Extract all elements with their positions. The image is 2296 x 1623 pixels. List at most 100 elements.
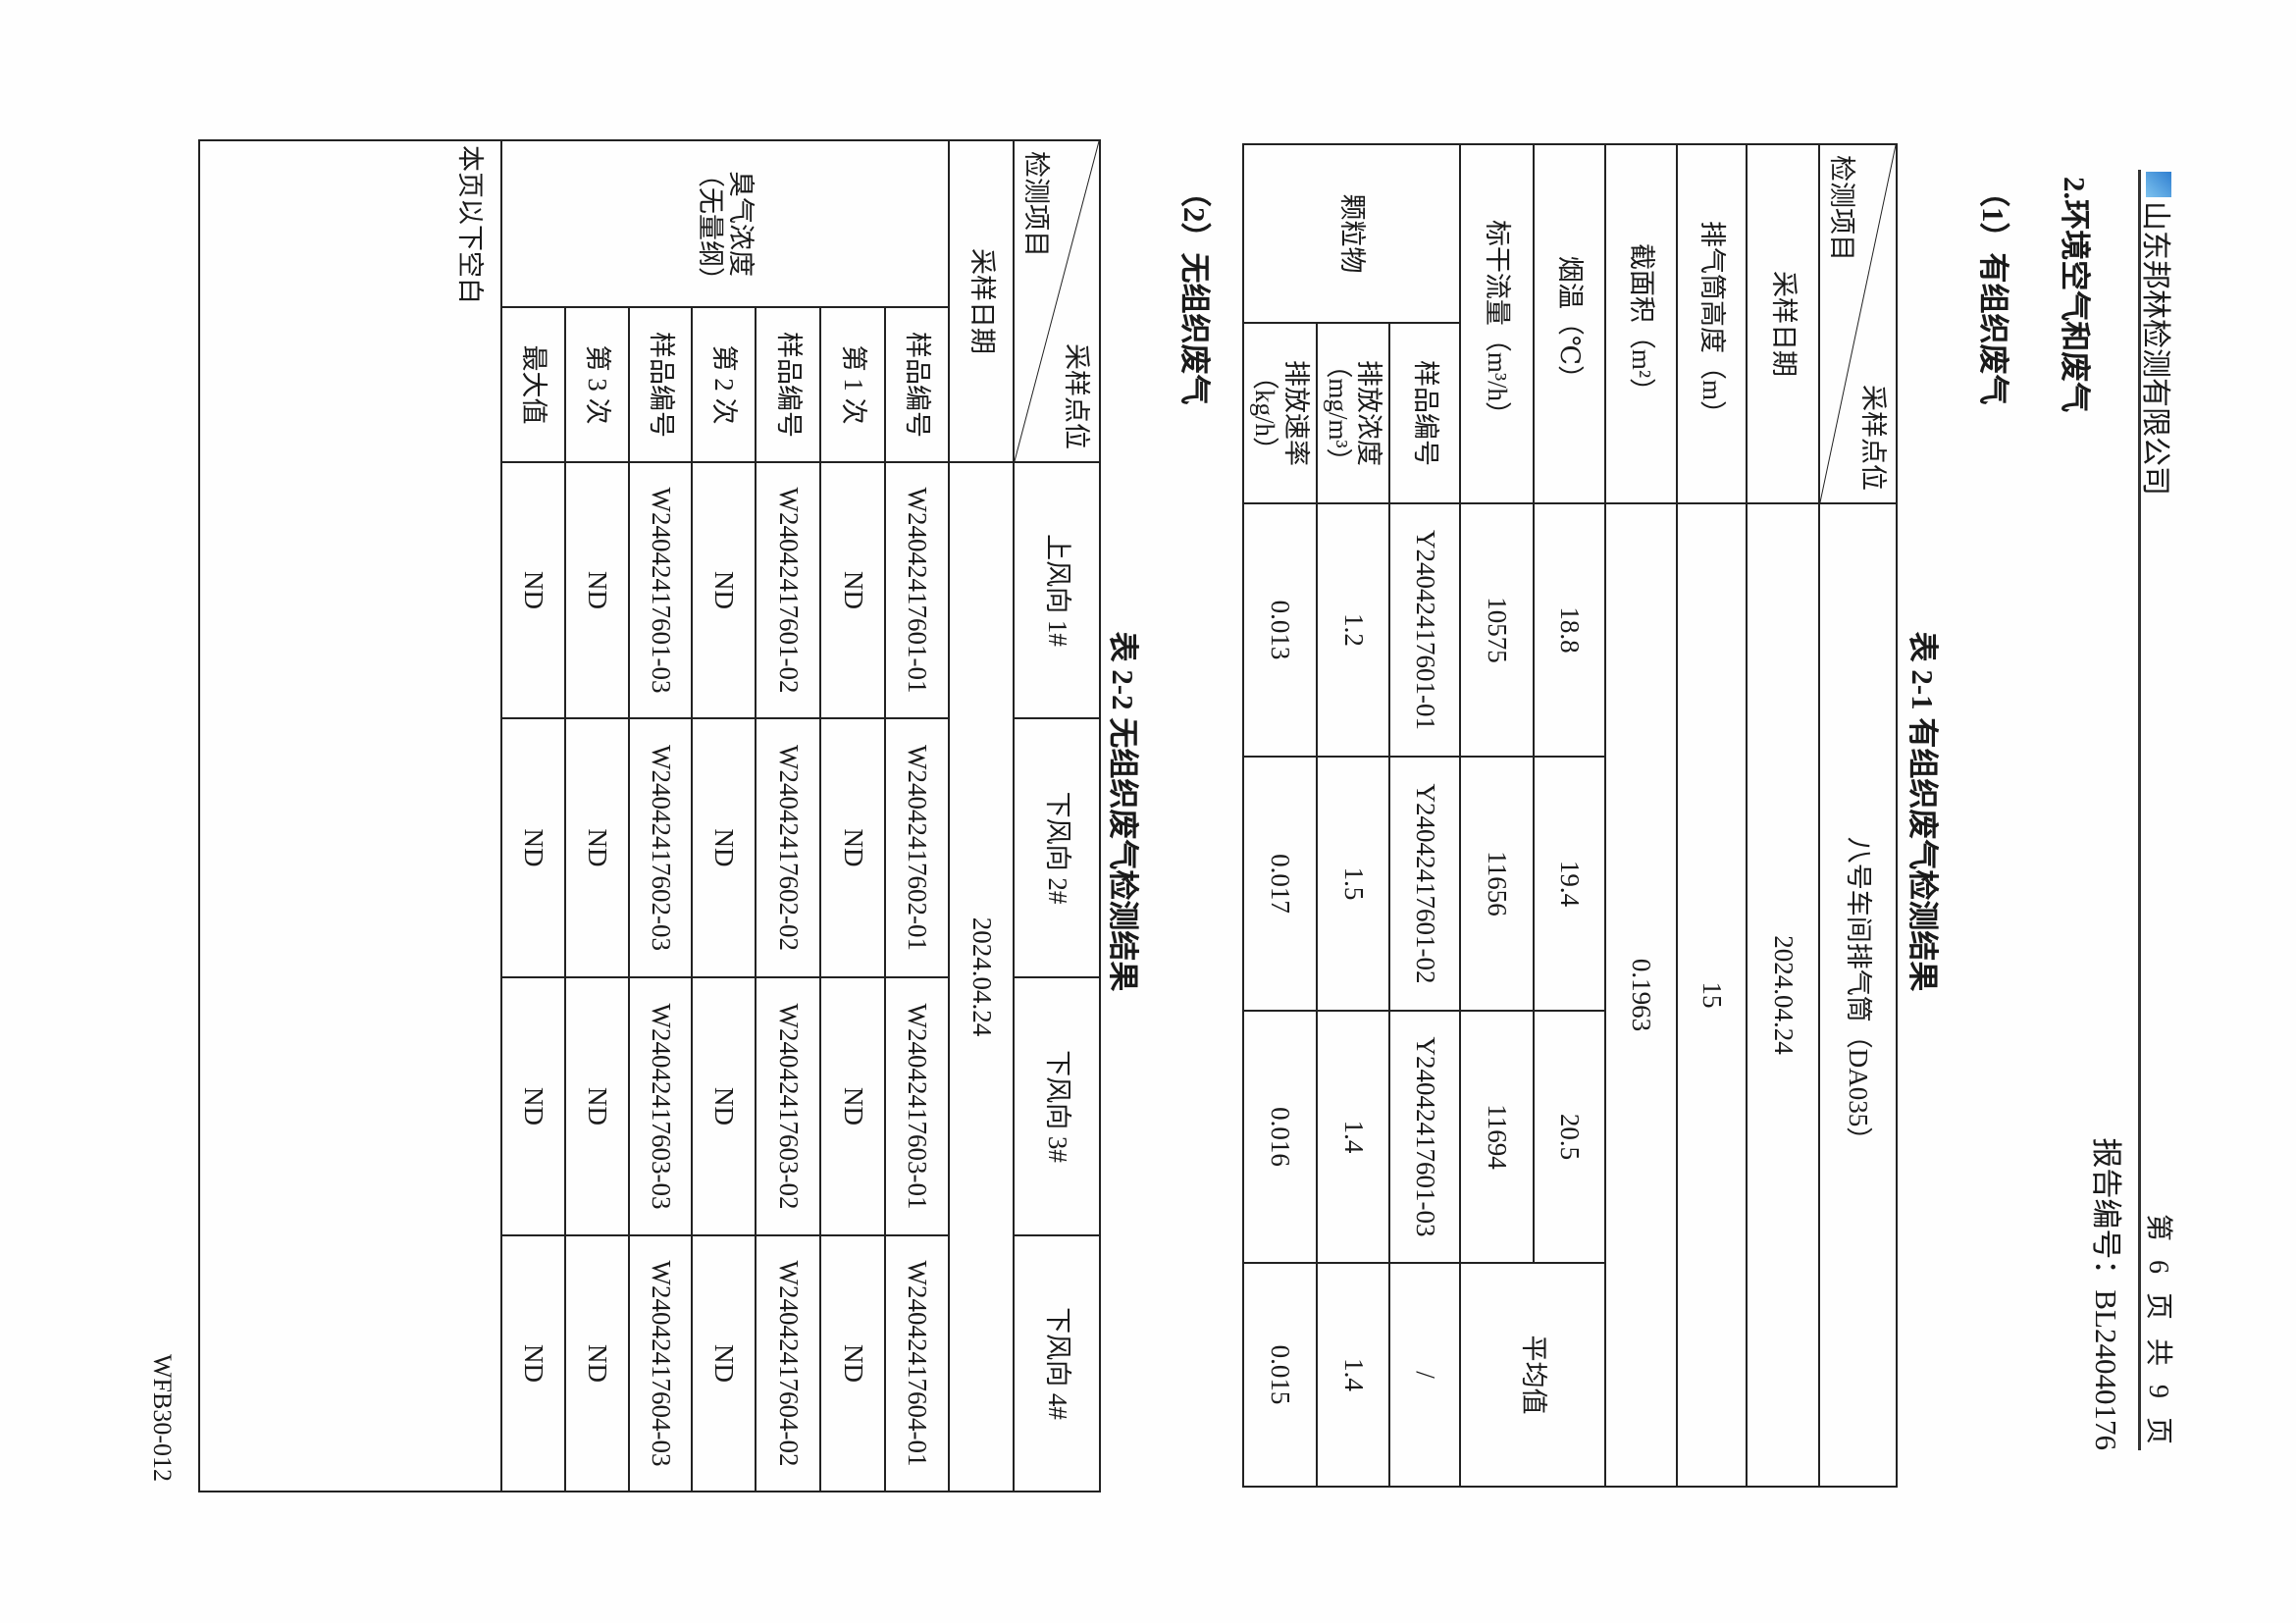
sample-id: W24042417601-03 [629,462,692,718]
sample-id: W24042417603-01 [885,977,949,1235]
row-label: 样品编号 [1389,323,1460,503]
sample-id: W24042417601-01 [885,462,949,718]
value-cell: 0.017 [1243,757,1317,1011]
row-label: 排放浓度（mg/m³） [1317,323,1389,503]
result-cell: ND [692,977,756,1235]
value-cell: 1.4 [1317,1263,1389,1487]
sample-id: W24042417602-02 [756,718,820,977]
sample-id: W24042417603-03 [629,977,692,1235]
row-label: 第 3 次 [565,307,629,462]
sample-id: Y24042417601-02 [1389,757,1460,1011]
height-cell: 15 [1677,503,1747,1487]
point-header: 下风向 2# [1014,718,1100,977]
value-cell: 1.4 [1317,1011,1389,1263]
table-fugitive-exhaust: 采样点位 检测项目 上风向 1# 下风向 2# 下风向 3# 下风向 4# 采样… [198,139,1101,1492]
value-cell: 11694 [1460,1011,1534,1263]
sample-id: W24042417602-01 [885,718,949,977]
row-label: 排气筒高度（m） [1677,144,1747,503]
value-cell: 11656 [1460,757,1534,1011]
sample-id: W24042417602-03 [629,718,692,977]
result-cell: ND [820,1235,885,1492]
sample-id: W24042417604-02 [756,1235,820,1492]
row-label: 样品编号 [629,307,692,462]
sample-id: W24042417603-02 [756,977,820,1235]
sample-id: / [1389,1263,1460,1487]
header-test-item: 检测项目 [1827,155,1857,261]
location-cell: 八号车间排气筒（DA035） [1819,503,1897,1487]
row-label: 采样日期 [1747,144,1819,503]
odor-label: 臭气浓度（无量纲） [501,140,949,307]
row-label: 样品编号 [885,307,949,462]
sample-id: Y24042417601-01 [1389,503,1460,757]
header-divider [2138,170,2141,1450]
diagonal-header: 采样点位 检测项目 [1014,140,1100,462]
result-cell: ND [692,718,756,977]
pm-label: 颗粒物 [1243,144,1460,323]
table-row: 样品编号 W24042417601-03 W24042417602-03 W24042… [629,140,692,1492]
sample-id: Y24042417601-03 [1389,1011,1460,1263]
result-cell: ND [501,718,565,977]
value-cell: 10575 [1460,503,1534,757]
row-label: 第 1 次 [820,307,885,462]
date-cell: 2024.04.24 [1747,503,1819,1487]
value-cell: 19.4 [1534,757,1605,1011]
row-label: 第 2 次 [692,307,756,462]
form-code: WFB30-012 [148,1354,177,1482]
table-organized-exhaust: 采样点位 检测项目 八号车间排气筒（DA035） 采样日期 2024.04.24 … [1242,143,1898,1488]
result-cell: ND [565,718,629,977]
area-cell: 0.1963 [1605,503,1677,1487]
value-cell: 1.2 [1317,503,1389,757]
value-cell: 0.016 [1243,1011,1317,1263]
row-label: 最大值 [501,307,565,462]
average-label: 平均值 [1460,1263,1605,1487]
table-row: 第 3 次 ND ND ND ND [565,140,629,1492]
row-label: 截面积（m²） [1605,144,1677,503]
point-header: 下风向 3# [1014,977,1100,1235]
row-label: 样品编号 [756,307,820,462]
result-cell: ND [565,977,629,1235]
date-cell: 2024.04.24 [949,462,1014,1492]
blank-note: 本页以下空白 [199,140,501,1492]
table-row: 臭气浓度（无量纲） 样品编号 W24042417601-01 W24042417602… [501,140,949,1492]
result-cell: ND [820,718,885,977]
table1-title: 表 2-1 有组织废气检测结果 [1905,631,1940,992]
result-cell: ND [501,1235,565,1492]
company-logo-icon [2146,172,2171,197]
table-row: 第 1 次 ND ND ND ND [820,140,885,1492]
result-cell: ND [565,462,629,718]
sample-id: W24042417604-01 [885,1235,949,1492]
diagonal-header: 采样点位 检测项目 [1819,144,1897,503]
point-header: 上风向 1# [1014,462,1100,718]
subsection-title-fugitive: （2）无组织废气 [1177,177,1212,405]
section-title: 2.环境空气和废气 [2058,177,2092,413]
row-label: 采样日期 [949,140,1014,462]
company-name: 山东邦林检测有限公司 [2138,201,2172,496]
value-cell: 1.5 [1317,757,1389,1011]
value-cell: 20.5 [1534,1011,1605,1263]
result-cell: ND [692,1235,756,1492]
row-label: 标干流量（m³/h） [1460,144,1534,503]
sample-id: W24042417604-03 [629,1235,692,1492]
value-cell: 0.013 [1243,503,1317,757]
result-cell: ND [565,1235,629,1492]
table-row: 第 2 次 ND ND ND ND [692,140,756,1492]
value-cell: 0.015 [1243,1263,1317,1487]
subsection-title-organized: （1）有组织废气 [1976,177,2010,405]
header-sampling-point: 采样点位 [1858,385,1888,491]
row-label: 排放速率（kg/h） [1243,323,1317,503]
value-cell: 18.8 [1534,503,1605,757]
header-sampling-point: 采样点位 [1062,343,1091,449]
page-info: 第 6 页 共 9 页 [2143,1213,2173,1450]
result-cell: ND [820,462,885,718]
row-label: 烟温（℃） [1534,144,1605,503]
table2-title: 表 2-2 无组织废气检测结果 [1106,631,1140,992]
table-row: 样品编号 W24042417601-02 W24042417602-02 W24042… [756,140,820,1492]
company-header: 山东邦林检测有限公司 [2137,172,2180,496]
result-cell: ND [692,462,756,718]
report-number: 报告编号：BL24040176 [2089,1137,2123,1450]
table-row: 最大值 ND ND ND ND [501,140,565,1492]
result-cell: ND [501,977,565,1235]
result-cell: ND [820,977,885,1235]
result-cell: ND [501,462,565,718]
